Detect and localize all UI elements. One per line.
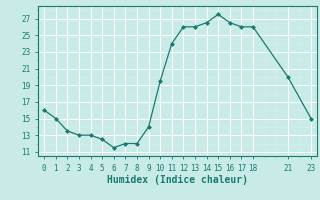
X-axis label: Humidex (Indice chaleur): Humidex (Indice chaleur) bbox=[107, 175, 248, 185]
